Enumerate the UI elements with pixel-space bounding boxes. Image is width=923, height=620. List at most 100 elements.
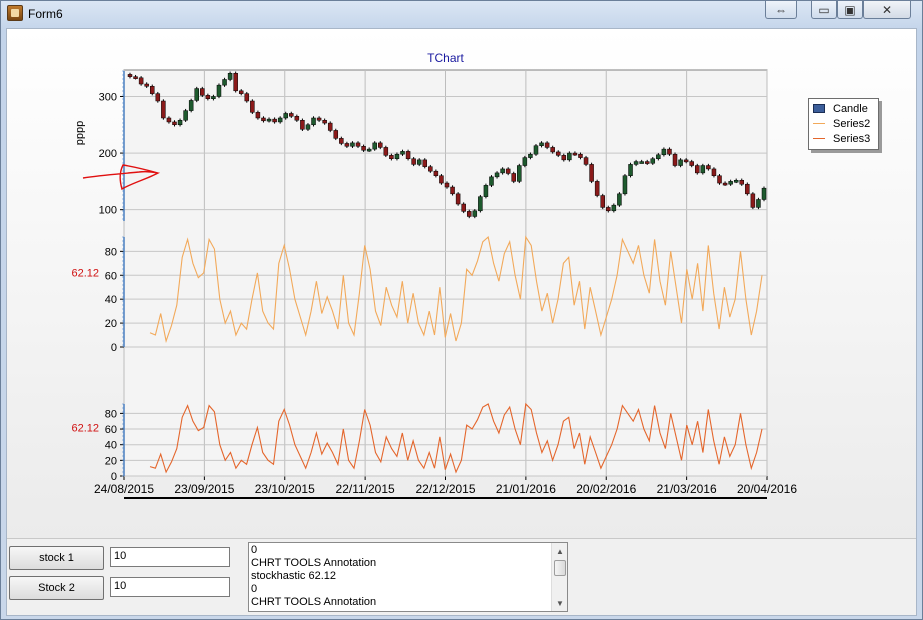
legend-label: Candle [833,102,868,115]
candle-body [300,119,305,130]
candle-body [211,96,216,99]
candle-body [695,165,700,174]
candle-body [578,153,583,158]
candle-body [433,170,439,176]
candle-body [155,93,161,102]
y-tick-label: 200 [99,148,117,160]
candle-body [144,83,149,87]
stock2-input[interactable]: 10 [110,577,230,597]
candle-body [250,100,255,113]
candle-body [706,165,711,170]
candle-body [739,179,745,185]
candle-body [216,84,222,97]
memo-scrollbar[interactable]: ▲ ▼ [551,543,567,611]
candle-body [494,172,500,178]
candle-body [372,142,377,150]
candle-body [294,116,300,121]
candle-body [188,100,194,111]
candle-body [489,176,494,186]
candle-body [255,112,261,119]
title-bar[interactable]: Form6 ⇔ ▭ ▣ ✕ [1,1,922,28]
app-icon [7,5,23,21]
chart-canvas: 24/08/2015 23/09/2015 23/10/2015 22/11/2015… [71,51,797,499]
candle-body [149,86,155,94]
x-tick-label: 21/01/2016 [496,482,556,496]
candle-body [544,142,550,148]
candle-body [383,147,389,156]
candle-body [339,138,344,144]
chart-legend: Candle Series2 Series3 [808,98,879,150]
candle-body [505,168,511,174]
candle-body [428,166,433,172]
candle-body [316,117,322,121]
candle-body [606,207,611,212]
legend-entry-candle: Candle [813,101,878,116]
candle-body [389,155,394,159]
candle-body [650,158,656,164]
scroll-thumb[interactable] [554,560,566,576]
tchart[interactable]: 24/08/2015 23/09/2015 23/10/2015 22/11/2015… [7,29,916,539]
x-tick-label: 20/02/2016 [576,482,636,496]
candle-body [305,124,311,130]
candle-body [455,193,461,205]
candle-body [466,211,472,217]
candle-body [261,117,266,122]
candle-body [200,88,205,96]
stock2-button[interactable]: Stock 2 [9,576,104,600]
candle-body [183,110,188,121]
candle-body [238,90,244,94]
candle-body [644,161,650,164]
candle-body [472,210,478,217]
candle-body [555,151,561,156]
candle-body [166,117,172,123]
candle-body [327,122,333,131]
resize-button[interactable]: ⇔ [765,1,797,19]
series2-line [149,235,763,344]
candle-body [161,100,166,119]
close-button[interactable]: ✕ [863,1,911,19]
candle-body [222,79,227,86]
candle-body [600,195,605,208]
candle-body [361,146,366,151]
candle-body [378,142,383,148]
candle-body [700,165,706,174]
y-tick-label: 0 [111,342,117,354]
scroll-down-icon[interactable]: ▼ [556,598,564,608]
maximize-button[interactable]: ▣ [837,1,863,19]
candle-body [628,164,633,176]
y-tick-label: 60 [105,270,117,282]
candle-body [533,145,539,155]
stochastic-value-label: 62.12 [71,268,99,280]
minimize-button[interactable]: ▭ [811,1,837,19]
candle-body [133,76,138,79]
candle-body [678,159,683,166]
y-tick-label: 80 [105,408,117,420]
candle-body [617,193,622,206]
memo-line: stockhastic 62.12 [251,570,336,582]
candle-body [683,159,689,163]
x-tick-label: 24/08/2015 [94,482,154,496]
candle-body [639,161,644,164]
y-tick-label: 40 [105,440,117,452]
candle-body [500,168,505,174]
memo-lines: 0 CHRT TOOLS Annotation stockhastic 62.1… [251,544,551,609]
log-memo[interactable]: 0 CHRT TOOLS Annotation stockhastic 62.1… [248,542,568,612]
scroll-up-icon[interactable]: ▲ [556,546,564,556]
stock1-input[interactable]: 10 [110,547,230,567]
candle-body [572,152,578,156]
legend-entry-series3: Series3 [813,131,878,146]
candle-body [611,204,617,212]
candle-body [366,148,372,152]
candle-body [233,73,238,92]
candle-body [733,179,739,183]
candle-body [745,183,750,195]
candle-body [127,74,133,77]
y-tick-label: 100 [99,205,117,217]
candle-body [227,73,233,80]
memo-line: CHRT TOOLS Annotation [251,596,377,608]
candle-body [561,155,567,161]
stock1-button[interactable]: stock 1 [9,546,104,570]
candle-body [394,153,400,159]
candle-body [350,142,355,147]
candle-body [550,147,555,153]
